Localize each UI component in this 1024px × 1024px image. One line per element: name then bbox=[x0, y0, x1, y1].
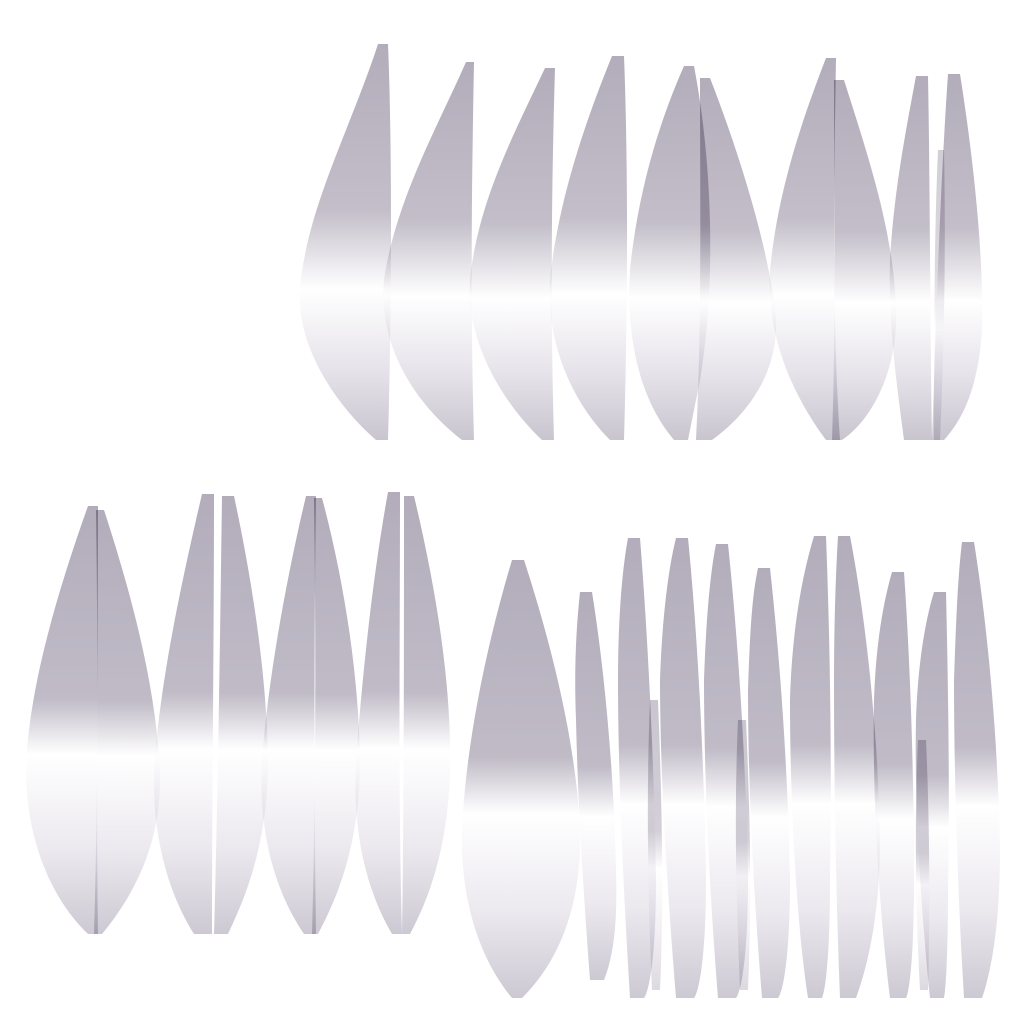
strand bbox=[889, 76, 932, 440]
strand bbox=[932, 74, 983, 440]
strand bbox=[469, 68, 555, 440]
strand bbox=[629, 66, 711, 440]
strand bbox=[748, 568, 790, 998]
top-row-strands bbox=[299, 44, 983, 440]
strand bbox=[214, 496, 268, 934]
strand bbox=[618, 538, 656, 998]
strand bbox=[660, 538, 706, 998]
strand bbox=[94, 510, 160, 934]
strand bbox=[832, 80, 897, 440]
strand bbox=[696, 78, 777, 440]
strand bbox=[549, 56, 627, 440]
strand bbox=[383, 62, 474, 440]
strand bbox=[834, 536, 880, 998]
strand bbox=[402, 496, 451, 934]
strand bbox=[915, 740, 930, 990]
strand bbox=[299, 44, 391, 440]
strand bbox=[261, 496, 316, 934]
strand bbox=[312, 498, 360, 934]
strand bbox=[461, 560, 581, 998]
strand bbox=[873, 572, 914, 998]
strand bbox=[735, 720, 751, 990]
strand bbox=[355, 492, 402, 934]
strand bbox=[769, 58, 840, 440]
strand bbox=[153, 494, 214, 934]
strand bbox=[26, 506, 98, 934]
strand bbox=[934, 150, 945, 440]
strand bbox=[575, 592, 617, 980]
strand bbox=[647, 700, 663, 990]
strand bbox=[790, 536, 831, 998]
bottom-right-strands bbox=[461, 536, 1000, 998]
bottom-left-strands bbox=[26, 492, 451, 934]
strand bbox=[954, 542, 1000, 998]
